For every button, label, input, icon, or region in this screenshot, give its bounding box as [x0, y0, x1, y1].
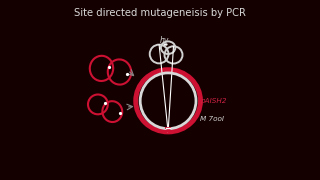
- Text: Site directed mutageneisis by PCR: Site directed mutageneisis by PCR: [74, 8, 246, 18]
- Text: M 7ooI: M 7ooI: [200, 116, 224, 122]
- Text: hv: hv: [160, 36, 170, 45]
- Text: pAISH2: pAISH2: [200, 98, 226, 104]
